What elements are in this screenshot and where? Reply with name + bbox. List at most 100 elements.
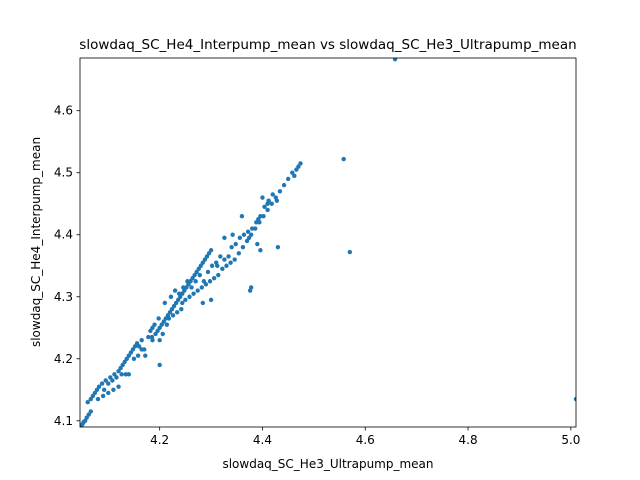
data-point: [249, 226, 255, 231]
data-point: [274, 198, 280, 203]
data-point: [296, 164, 301, 169]
data-point: [128, 350, 134, 355]
x-axis-label: slowdaq_SC_He3_Ultrapump_mean: [222, 457, 433, 471]
data-point: [218, 254, 223, 259]
data-point: [285, 176, 291, 182]
data-point: [90, 393, 96, 399]
y-tick-label: 4.2: [54, 352, 73, 366]
data-point: [173, 300, 179, 306]
data-point: [174, 310, 180, 315]
y-axis-label: slowdaq_SC_He4_Interpump_mean: [29, 137, 43, 347]
data-point: [172, 288, 178, 293]
data-point: [183, 297, 188, 303]
data-point: [258, 248, 263, 253]
data-point: [262, 204, 267, 210]
data-point: [277, 189, 283, 194]
data-point: [175, 297, 181, 303]
data-point: [228, 260, 233, 265]
data-point: [341, 156, 346, 162]
data-point: [106, 390, 111, 396]
data-point: [188, 279, 193, 284]
data-point: [96, 384, 102, 389]
data-point: [253, 226, 258, 231]
data-point: [92, 390, 98, 396]
data-point: [206, 251, 212, 256]
data-point: [101, 387, 107, 392]
data-point: [241, 232, 247, 237]
data-point: [207, 279, 213, 284]
data-point: [112, 372, 117, 377]
data-point: [111, 387, 116, 392]
data-point: [193, 279, 198, 284]
data-point: [164, 322, 170, 327]
data-point: [200, 300, 206, 306]
data-point: [166, 316, 172, 321]
data-point: [99, 381, 105, 386]
data-point: [222, 235, 227, 241]
data-point: [298, 161, 303, 166]
data-point: [196, 266, 201, 272]
data-point: [281, 182, 287, 188]
data-point: [103, 378, 108, 383]
x-tick-label: 4.8: [459, 433, 478, 447]
data-point: [275, 244, 281, 250]
data-point: [180, 291, 185, 296]
data-point: [153, 331, 158, 337]
data-point: [168, 294, 174, 299]
data-point: [290, 170, 295, 175]
y-tick-label: 4.4: [54, 228, 73, 242]
data-point: [134, 341, 140, 346]
x-tick-label: 4.6: [356, 433, 375, 447]
data-point: [211, 275, 217, 281]
data-point: [160, 331, 165, 337]
data-point: [169, 306, 175, 312]
data-point: [392, 58, 398, 62]
data-point: [216, 272, 221, 278]
data-point: [123, 372, 128, 377]
data-point: [190, 275, 195, 281]
data-point: [195, 288, 200, 293]
data-point: [244, 238, 250, 244]
x-tick-label: 5.0: [561, 433, 580, 447]
data-point: [86, 412, 91, 417]
data-point: [135, 353, 141, 358]
data-point: [226, 254, 231, 259]
data-point: [294, 167, 299, 172]
data-point: [239, 213, 245, 219]
data-point: [162, 300, 168, 306]
data-point: [157, 337, 162, 343]
data-point: [118, 365, 123, 371]
data-point: [136, 344, 142, 349]
data-point: [248, 285, 254, 290]
data-point: [148, 328, 153, 334]
data-point: [258, 213, 263, 219]
data-point: [201, 279, 207, 284]
data-point: [269, 201, 274, 206]
data-point: [126, 372, 132, 377]
data-point: [199, 285, 205, 290]
data-point: [161, 319, 166, 324]
data-point: [233, 241, 238, 247]
y-tick-label: 4.1: [54, 414, 73, 428]
plot-frame: [79, 57, 577, 428]
data-point: [122, 359, 127, 365]
data-point: [132, 344, 138, 349]
data-point: [205, 269, 211, 275]
data-point: [246, 235, 252, 241]
data-point: [84, 415, 89, 420]
data-point: [200, 260, 206, 265]
data-point: [181, 285, 186, 290]
data-point: [139, 337, 144, 343]
data-point: [192, 272, 197, 278]
data-point: [255, 241, 260, 247]
data-point: [126, 353, 132, 358]
data-point: [159, 322, 164, 327]
data-point: [197, 272, 202, 278]
data-point: [265, 207, 270, 213]
x-axis-ticks: 4.2 4.4 4.6 4.8 5.0: [150, 427, 580, 447]
data-points: [80, 58, 576, 427]
data-point: [208, 248, 214, 253]
data-point: [119, 372, 124, 377]
data-point: [150, 337, 155, 343]
